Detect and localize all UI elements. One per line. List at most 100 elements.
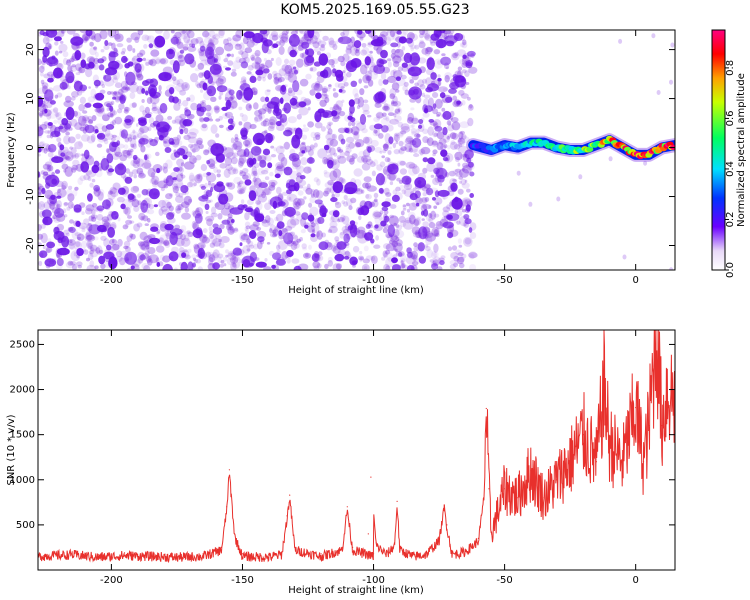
noise-speck (349, 44, 358, 56)
noise-speck (177, 54, 185, 63)
noise-speck (328, 40, 336, 48)
noise-speck (334, 201, 340, 205)
noise-speck (79, 126, 85, 131)
snr-point (608, 443, 611, 445)
noise-speck (414, 133, 420, 139)
noise-speck (177, 204, 184, 210)
noise-speck (432, 251, 439, 258)
noise-speck (215, 46, 225, 56)
noise-speck (316, 231, 320, 238)
noise-speck (273, 73, 278, 80)
noise-speck (208, 37, 219, 46)
noise-speck (223, 58, 229, 63)
noise-speck (418, 41, 426, 49)
snr-point (176, 554, 178, 556)
noise-blob (289, 97, 298, 106)
noise-speck (270, 145, 275, 149)
noise-speck (193, 182, 197, 187)
noise-speck (244, 143, 249, 148)
noise-speck (180, 174, 186, 179)
noise-speck (144, 250, 150, 256)
snr-point (341, 546, 343, 549)
noise-blob (226, 53, 231, 57)
noise-blob (114, 163, 127, 176)
noise-blob (343, 255, 350, 260)
noise-speck (428, 217, 433, 222)
noise-speck (250, 54, 256, 61)
noise-speck (38, 233, 44, 240)
noise-speck (458, 137, 466, 145)
noise-blob (396, 30, 402, 35)
noise-speck (181, 201, 190, 208)
noise-speck (112, 182, 121, 190)
noise-blob (243, 148, 250, 158)
noise-blob (74, 50, 82, 61)
noise-speck (454, 209, 459, 214)
noise-speck (353, 132, 360, 140)
noise-speck (353, 47, 357, 51)
noise-speck (422, 192, 427, 197)
noise-speck (189, 155, 197, 165)
noise-blob (139, 254, 146, 261)
noise-blob (84, 124, 95, 134)
noise-blob (347, 115, 353, 121)
noise-speck (396, 239, 403, 247)
noise-speck (329, 139, 339, 147)
noise-speck (98, 189, 105, 196)
noise-blob (149, 91, 161, 99)
noise-speck (222, 113, 231, 120)
noise-speck (159, 57, 169, 65)
noise-speck (424, 197, 430, 202)
noise-speck (190, 38, 199, 45)
noise-region (38, 30, 675, 270)
noise-blob (196, 106, 205, 117)
noise-speck (432, 108, 438, 115)
noise-speck (216, 173, 221, 178)
noise-speck (196, 173, 203, 182)
noise-speck (87, 115, 93, 121)
noise-speck (298, 179, 307, 187)
noise-speck (402, 30, 409, 35)
noise-blob (382, 79, 389, 85)
noise-blob (212, 223, 219, 229)
noise-speck (359, 36, 364, 41)
noise-speck (622, 254, 627, 260)
noise-speck (431, 227, 440, 237)
noise-speck (227, 182, 236, 190)
noise-speck (457, 252, 464, 256)
noise-speck (136, 158, 145, 168)
noise-speck (89, 249, 99, 258)
noise-speck (367, 79, 374, 87)
noise-speck (250, 56, 255, 62)
noise-speck (213, 105, 220, 111)
noise-speck (183, 161, 195, 170)
noise-speck (65, 59, 72, 66)
noise-blob (54, 169, 61, 174)
noise-blob (41, 209, 52, 219)
noise-speck (457, 139, 464, 145)
noise-blob (321, 69, 329, 79)
noise-speck (126, 153, 133, 159)
noise-blob (288, 153, 300, 162)
noise-speck (188, 143, 194, 148)
noise-speck (202, 30, 210, 38)
noise-speck (183, 33, 191, 44)
noise-speck (225, 249, 229, 254)
noise-speck (392, 32, 399, 41)
noise-speck (77, 177, 83, 185)
noise-speck (363, 176, 372, 183)
noise-blob (293, 265, 302, 270)
noise-speck (103, 44, 110, 50)
noise-speck (129, 131, 140, 140)
noise-speck (84, 232, 93, 242)
noise-speck (188, 174, 196, 183)
noise-blob (263, 68, 270, 74)
noise-blob (164, 223, 174, 231)
noise-speck (240, 199, 245, 204)
noise-speck (446, 204, 451, 210)
noise-speck (218, 238, 222, 243)
noise-speck (200, 89, 204, 93)
noise-speck (414, 44, 420, 50)
noise-blob (307, 30, 315, 39)
noise-speck (451, 245, 458, 251)
